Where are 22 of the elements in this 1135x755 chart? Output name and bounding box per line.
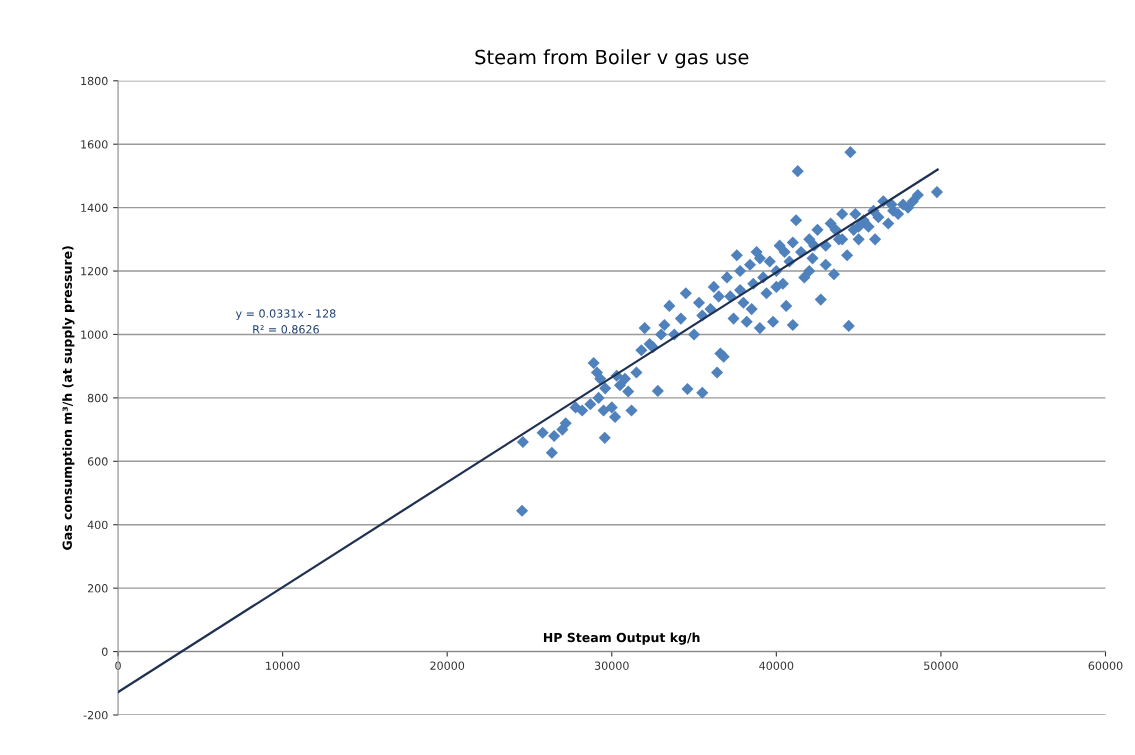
y-tick-label: 600 xyxy=(87,457,108,466)
x-tick-label: 30000 xyxy=(594,661,629,670)
y-axis-title: Gas consumption m³/h (at supply pressure) xyxy=(62,246,75,550)
annotation: y = 0.0331x - 128 R² = 0.8626 xyxy=(235,309,336,334)
y-tick-label: 200 xyxy=(87,584,108,593)
y-tick-label: 1800 xyxy=(81,76,108,86)
y-tick-label: 1400 xyxy=(81,203,108,212)
y-tick-label: -200 xyxy=(83,710,108,720)
y-tick-label: 1200 xyxy=(81,267,108,276)
x-tick-label: 60000 xyxy=(1088,661,1123,670)
x-axis-title: HP Steam Output kg/h xyxy=(543,632,700,645)
y-tick-label: 1600 xyxy=(81,140,108,149)
y-tick-label: 0 xyxy=(101,647,108,656)
x-tick-label: 40000 xyxy=(759,661,794,670)
x-tick-label: 20000 xyxy=(430,661,465,670)
y-tick-label: 800 xyxy=(87,393,108,403)
x-tick-label: 10000 xyxy=(266,661,300,670)
y-tick-label: 400 xyxy=(87,520,108,530)
chart-title: Steam from Boiler v gas use xyxy=(475,49,749,69)
x-tick-label: 0 xyxy=(115,661,121,670)
x-tick-label: 50000 xyxy=(924,661,958,670)
y-tick-label: 1000 xyxy=(81,330,108,339)
